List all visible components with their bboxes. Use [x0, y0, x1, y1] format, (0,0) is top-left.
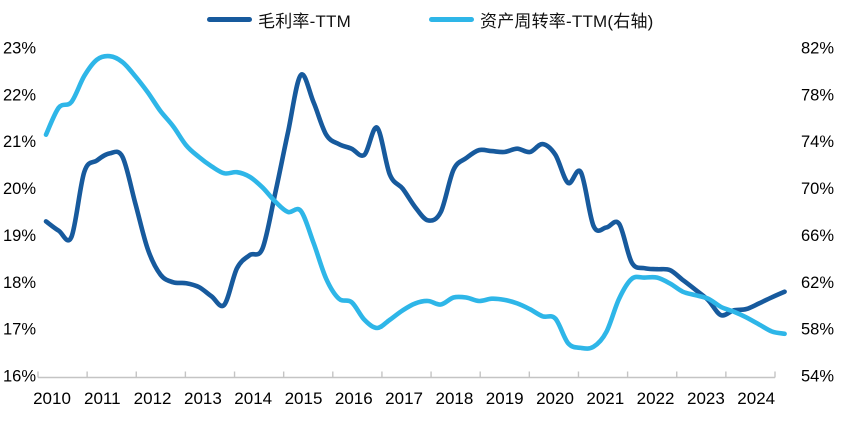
- x-axis-label: 2020: [536, 389, 574, 408]
- left-axis-label: 17%: [3, 321, 36, 339]
- asset-turnover-line: [43, 53, 787, 351]
- right-axis-label: 54%: [801, 368, 834, 386]
- gross-margin-line: [43, 72, 787, 318]
- left-axis-label: 22%: [3, 86, 36, 104]
- left-axis-label: 20%: [3, 180, 36, 198]
- x-axis-label: 2012: [134, 389, 172, 408]
- x-axis-label: 2015: [285, 389, 323, 408]
- x-axis-label: 2013: [184, 389, 222, 408]
- x-axis-label: 2014: [234, 389, 272, 408]
- x-axis-label: 2016: [335, 389, 373, 408]
- legend-item-asset-turnover: 资产周转率-TTM(右轴): [429, 8, 654, 31]
- left-axis-label: 23%: [3, 40, 36, 58]
- right-axis-label: 66%: [801, 227, 834, 245]
- legend-label: 毛利率-TTM: [258, 11, 351, 31]
- asset-turnover-swatch-icon: [429, 16, 474, 22]
- left-axis-label: 18%: [3, 274, 36, 292]
- legend-item-gross-margin: 毛利率-TTM: [207, 8, 351, 31]
- gross-margin-swatch-icon: [207, 16, 252, 22]
- right-axis-label: 62%: [801, 274, 834, 292]
- x-axis-label: 2018: [435, 389, 473, 408]
- x-axis-label: 2010: [33, 389, 71, 408]
- x-axis-label: 2011: [84, 389, 121, 408]
- x-axis-label: 2024: [737, 389, 775, 408]
- right-axis-label: 58%: [801, 321, 834, 339]
- right-axis-label: 70%: [801, 180, 834, 198]
- right-axis-label: 78%: [801, 86, 834, 104]
- x-axis-label: 2019: [486, 389, 524, 408]
- x-axis-label: 2017: [385, 389, 423, 408]
- left-axis-label: 16%: [3, 368, 36, 386]
- x-axis-label: 2022: [637, 389, 675, 408]
- legend-label: 资产周转率-TTM(右轴): [480, 11, 654, 31]
- x-axis-label: 2021: [586, 389, 624, 408]
- left-axis-label: 21%: [3, 133, 36, 151]
- left-axis-label: 19%: [3, 227, 36, 245]
- right-axis-label: 74%: [801, 133, 834, 151]
- legend: 毛利率-TTM 资产周转率-TTM(右轴): [0, 8, 843, 31]
- right-axis-label: 82%: [801, 40, 834, 58]
- x-axis-label: 2023: [687, 389, 725, 408]
